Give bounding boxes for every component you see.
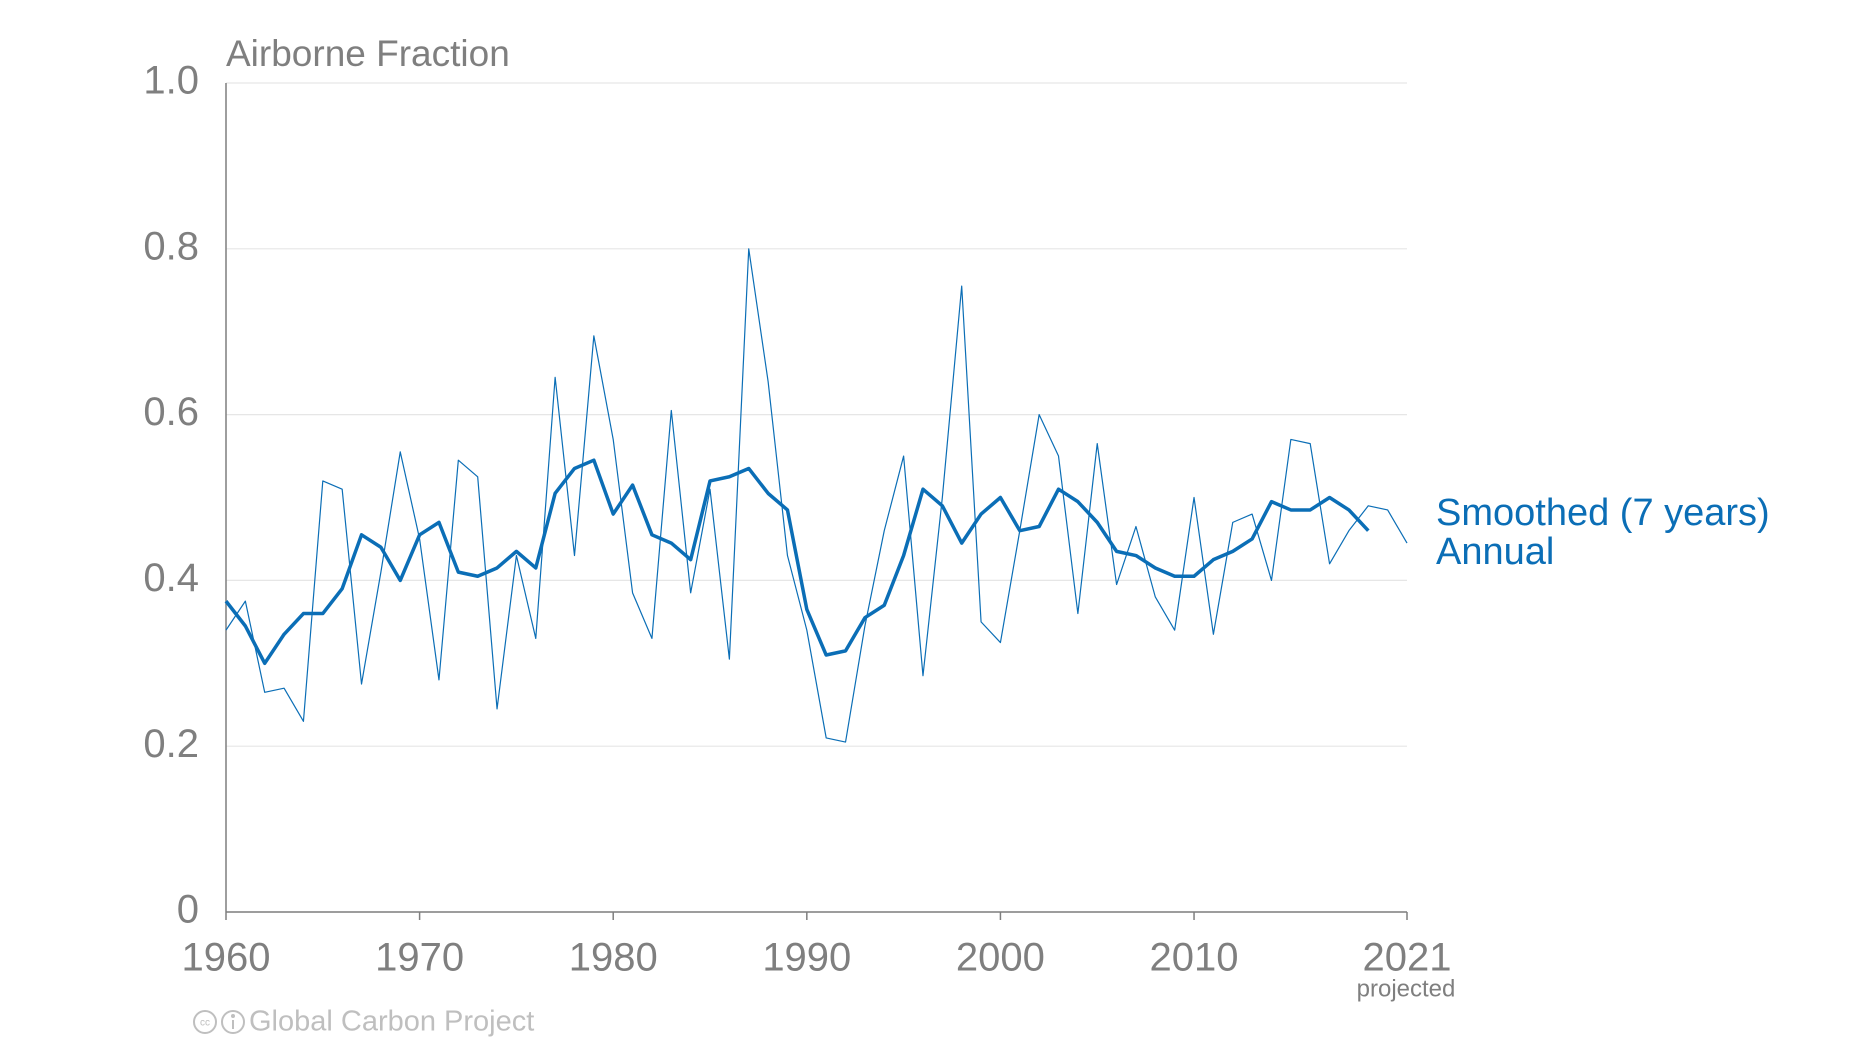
chart-title: Airborne Fraction — [226, 33, 510, 74]
series-line — [225, 248, 1408, 743]
x-tick-label: 2000 — [956, 936, 1045, 980]
source: Global Carbon Project — [249, 1006, 534, 1038]
y-tick-label: 0.4 — [143, 556, 199, 600]
x-tick-label: 1980 — [569, 936, 658, 980]
x-tick-label: 2021 — [1363, 936, 1452, 980]
annotation: projected — [1357, 975, 1456, 1002]
y-tick-label: 0 — [177, 888, 199, 932]
legend-label: Annual — [1436, 531, 1554, 573]
y-tick-label: 0.8 — [143, 224, 199, 268]
y-tick-label: 0.2 — [143, 722, 199, 766]
cc-icons: cc — [193, 1010, 245, 1034]
y-tick-label: 0.6 — [143, 390, 199, 434]
x-tick-label: 2010 — [1150, 936, 1239, 980]
x-tick-label: 1970 — [375, 936, 464, 980]
y-tick-label: 1.0 — [143, 59, 199, 103]
svg-text:cc: cc — [200, 1018, 210, 1029]
legend-label: Smoothed (7 years) — [1436, 492, 1770, 534]
x-tick-label: 1990 — [762, 936, 851, 980]
series-line — [224, 458, 1370, 666]
x-tick-label: 1960 — [182, 936, 271, 980]
